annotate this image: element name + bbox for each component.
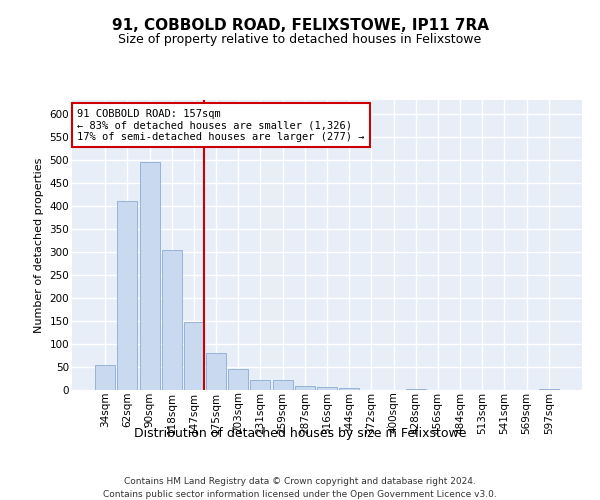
Text: Size of property relative to detached houses in Felixstowe: Size of property relative to detached ho… [118, 32, 482, 46]
Bar [184, 322, 204, 390]
Bar [317, 387, 337, 390]
Bar [206, 353, 226, 390]
Bar [272, 380, 293, 390]
Bar [140, 162, 160, 390]
Bar [95, 364, 115, 390]
Bar [228, 370, 248, 390]
Bar [539, 388, 559, 390]
Bar [118, 202, 137, 390]
Text: Distribution of detached houses by size in Felixstowe: Distribution of detached houses by size … [134, 428, 466, 440]
Text: Contains HM Land Registry data © Crown copyright and database right 2024.: Contains HM Land Registry data © Crown c… [124, 478, 476, 486]
Bar [406, 388, 426, 390]
Text: Contains public sector information licensed under the Open Government Licence v3: Contains public sector information licen… [103, 490, 497, 499]
Bar [339, 388, 359, 390]
Text: 91, COBBOLD ROAD, FELIXSTOWE, IP11 7RA: 91, COBBOLD ROAD, FELIXSTOWE, IP11 7RA [112, 18, 488, 32]
Bar [162, 250, 182, 390]
Bar [295, 386, 315, 390]
Bar [250, 380, 271, 390]
Y-axis label: Number of detached properties: Number of detached properties [34, 158, 44, 332]
Text: 91 COBBOLD ROAD: 157sqm
← 83% of detached houses are smaller (1,326)
17% of semi: 91 COBBOLD ROAD: 157sqm ← 83% of detache… [77, 108, 365, 142]
